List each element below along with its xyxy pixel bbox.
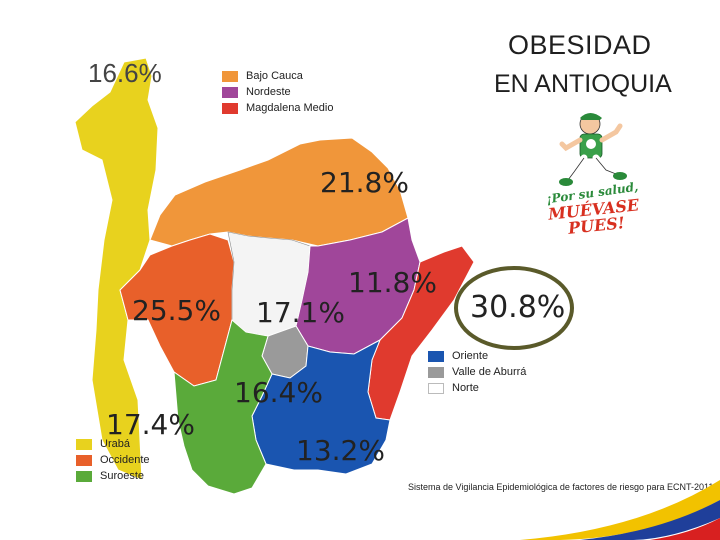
region-uraba (74, 57, 159, 481)
campaign-logo: ¡Por su salud, MUÉVASE PUES! (540, 110, 640, 240)
value-oriente: 13.2% (296, 434, 385, 467)
legend-label: Valle de Aburrá (452, 366, 527, 378)
value-nordeste: 11.8% (348, 266, 437, 299)
legend-item-norte: Norte (428, 380, 526, 396)
title-line-1: OBESIDAD (508, 30, 652, 60)
legend-item-suroeste: Suroeste (76, 468, 150, 484)
legend-item-bajo-cauca: Bajo Cauca (222, 68, 333, 84)
legend-label: Suroeste (100, 470, 145, 482)
legend-item-occidente: Occidente (76, 452, 150, 468)
legend-label: Nordeste (246, 86, 291, 98)
legend-item-uraba: Urabá (76, 436, 150, 452)
legend-label: Urabá (100, 438, 130, 450)
title-line-2: EN ANTIOQUIA (494, 70, 672, 98)
value-uraba: 16.6% (88, 58, 162, 88)
flag-ribbon-decoration (520, 480, 720, 540)
legend-item-valle-aburra: Valle de Aburrá (428, 364, 526, 380)
legend-label: Norte (452, 382, 479, 394)
region-magdalena-medio (367, 245, 475, 421)
legend-swatch (222, 86, 238, 98)
legend-item-oriente: Oriente (428, 348, 526, 364)
value-suroeste: 17.4% (106, 408, 195, 441)
legend-item-magdalena-medio: Magdalena Medio (222, 100, 333, 116)
legend-swatch (76, 454, 92, 466)
legend-swatch (428, 382, 444, 394)
legend-swatch (428, 366, 444, 378)
legend-label: Occidente (100, 454, 150, 466)
legend-swatch (428, 350, 444, 362)
region-suroeste (173, 319, 273, 495)
legend-bottom: Urabá Occidente Suroeste (76, 436, 150, 484)
legend-swatch (76, 470, 92, 482)
legend-right: Oriente Valle de Aburrá Norte (428, 348, 526, 396)
value-bajo-cauca: 21.8% (320, 166, 409, 199)
legend-label: Bajo Cauca (246, 70, 303, 82)
legend-swatch (76, 438, 92, 450)
legend-item-nordeste: Nordeste (222, 84, 333, 100)
legend-swatch (222, 70, 238, 82)
region-bajo-cauca (149, 137, 409, 247)
value-magdalena-medio: 30.8% (470, 290, 566, 325)
legend-swatch (222, 102, 238, 114)
legend-label: Oriente (452, 350, 489, 362)
runner-mascot-icon (559, 113, 627, 186)
value-occidente: 25.5% (132, 294, 221, 327)
value-norte: 17.1% (256, 296, 345, 329)
legend-top: Bajo Cauca Nordeste Magdalena Medio (222, 68, 333, 116)
legend-label: Magdalena Medio (246, 102, 334, 114)
value-valle-aburra: 16.4% (234, 376, 323, 409)
source-caption: Sistema de Vigilancia Epidemiológica de … (408, 482, 714, 492)
highlight-ellipse (454, 266, 574, 350)
